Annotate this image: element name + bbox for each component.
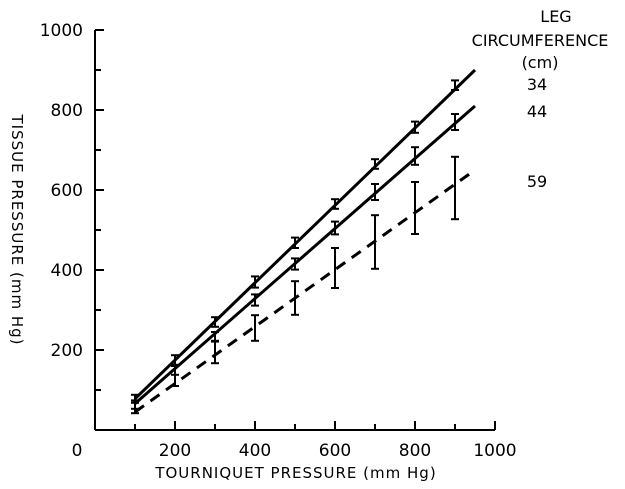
x-tick-label: 1000 xyxy=(473,441,516,461)
error-bar-44 xyxy=(331,220,339,236)
error-bar-59 xyxy=(411,181,419,235)
y-tick-label: 600 xyxy=(51,181,83,201)
error-bar-44 xyxy=(451,113,459,131)
error-bar-34 xyxy=(371,158,379,170)
x-tick-label: 600 xyxy=(319,441,351,461)
axes xyxy=(94,29,496,431)
x-tick-label: 800 xyxy=(399,441,431,461)
fit-lines xyxy=(133,68,477,414)
error-bar-34 xyxy=(411,120,419,134)
y-tick-label: 200 xyxy=(51,341,83,361)
error-bar-59 xyxy=(291,280,299,316)
series-line-34 xyxy=(133,68,477,400)
error-bar-34 xyxy=(451,79,459,91)
y-tick-label: 1000 xyxy=(40,21,83,41)
legend-title-line-1: LEG xyxy=(540,7,571,26)
error-bar-44 xyxy=(411,146,419,166)
y-tick-labels: 200 400 600 800 1000 xyxy=(40,21,83,361)
error-bar-59 xyxy=(131,399,139,415)
error-bar-59 xyxy=(211,339,219,365)
x-tick-labels: 0 200 400 600 800 1000 xyxy=(72,441,517,461)
y-tick-label: 800 xyxy=(51,101,83,121)
error-bar-59 xyxy=(251,314,259,342)
legend: LEG CIRCUMFERENCE (cm) 34 44 59 xyxy=(472,7,609,191)
error-bar-34 xyxy=(291,236,299,249)
legend-entry-34: 34 xyxy=(527,75,547,94)
x-axis-title: TOURNIQUET PRESSURE (mm Hg) xyxy=(154,464,436,482)
error-bar-44 xyxy=(251,293,259,307)
error-bar-44 xyxy=(371,183,379,201)
error-bar-59 xyxy=(451,155,459,221)
error-bar-59 xyxy=(371,214,379,270)
error-bar-34 xyxy=(211,316,219,328)
error-bar-59 xyxy=(331,247,339,289)
y-axis-title: TISSUE PRESSURE (mm Hg) xyxy=(8,114,26,346)
error-bars xyxy=(131,79,459,415)
legend-title-line-3: (cm) xyxy=(522,53,559,72)
error-bar-34 xyxy=(251,275,259,289)
x-tick-label: 200 xyxy=(159,441,191,461)
series-line-59 xyxy=(134,168,476,414)
error-bar-34 xyxy=(331,198,339,210)
error-bar-44 xyxy=(291,257,299,271)
x-tick-label: 0 xyxy=(72,441,83,461)
legend-entry-59: 59 xyxy=(527,172,547,191)
legend-title-line-2: CIRCUMFERENCE xyxy=(472,31,609,50)
error-bar-59 xyxy=(171,365,179,387)
y-tick-label: 400 xyxy=(51,261,83,281)
series-line-44 xyxy=(134,104,476,405)
legend-entry-44: 44 xyxy=(527,102,547,121)
x-tick-label: 400 xyxy=(239,441,271,461)
